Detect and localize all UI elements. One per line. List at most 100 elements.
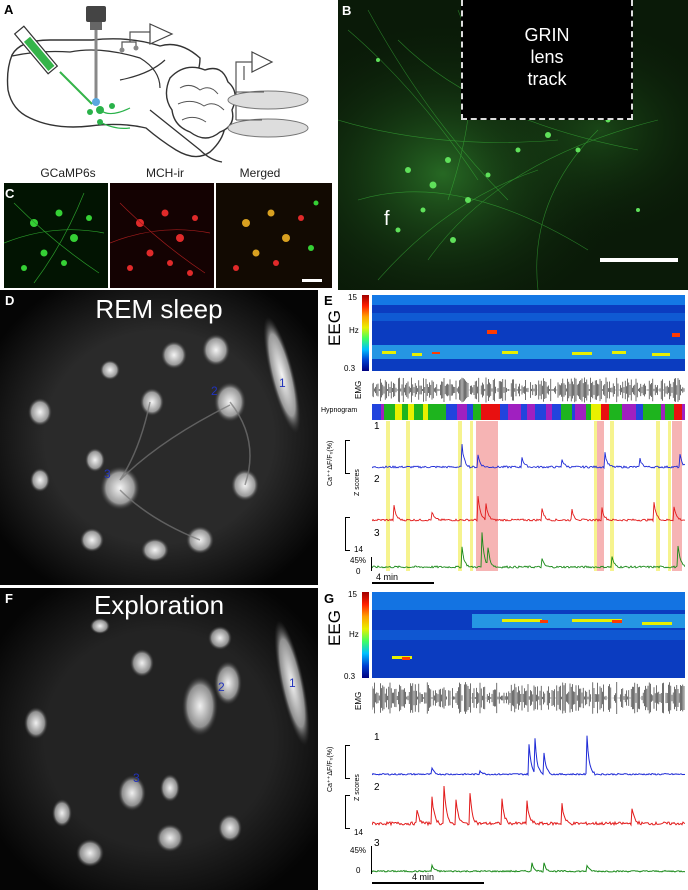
hypnogram-segment: [546, 404, 552, 420]
cell-label-1: 1: [279, 376, 286, 390]
grin-lens-label: GRIN lens track: [524, 25, 570, 89]
tick-14-g: 14: [354, 828, 363, 837]
hypnogram-bar: [372, 404, 685, 420]
panel-label-b: B: [342, 3, 352, 18]
eeg-label-g: EEG: [325, 610, 344, 646]
trace-cell-3-g: [372, 862, 685, 873]
trace-label-1-e: 1: [374, 421, 380, 432]
hypnogram-segment: [434, 404, 443, 420]
calcium-traces-g: [372, 735, 685, 873]
ca-label-container-g: Ca⁺⁺ΔF/F₀(%): [326, 728, 342, 798]
emg-label-g: EMG: [354, 691, 363, 710]
axis-tick-e: [371, 557, 372, 571]
hypnogram-segment: [467, 404, 473, 420]
z-label-container-g: Z scores: [354, 745, 368, 805]
scale-bar-z2-e: [345, 517, 350, 551]
calcium-image-exploration: Exploration 1 2 3: [0, 588, 318, 890]
wake-band: [668, 421, 671, 571]
title-merged: Merged: [239, 166, 281, 180]
hypnogram-segment: [674, 404, 678, 420]
wake-band: [656, 421, 660, 571]
z-label-g: Z scores: [354, 774, 361, 801]
grin-lens-track-region: [461, 0, 633, 120]
wake-band: [458, 421, 462, 571]
hypnogram-segment: [497, 404, 500, 420]
hz-label-g: Hz: [349, 630, 359, 639]
cell-label-1-f: 1: [289, 676, 296, 690]
tick-45-g: 45%: [350, 846, 367, 855]
time-scale-bar-e: [372, 582, 434, 584]
wake-band: [594, 421, 597, 571]
schematic-diagram: [6, 6, 309, 163]
microscope-icon: [86, 6, 106, 106]
hypnogram-segment: [535, 404, 546, 420]
eeg-label-e: EEG: [325, 310, 344, 346]
hypnogram-segment: [591, 404, 601, 420]
z-label-container-e: Z scores: [354, 440, 368, 500]
hypnogram-segment: [492, 404, 497, 420]
hypnogram-segment: [682, 404, 685, 420]
syringe-icon: [13, 25, 93, 105]
hypnogram-segment: [661, 404, 665, 420]
hypnogram-segment: [552, 404, 561, 420]
emg-trace-g: [372, 682, 685, 714]
trace-cell-3: [372, 532, 685, 569]
scale-bar: [600, 258, 678, 262]
title-gcamp6s: GCaMP6s: [40, 166, 96, 180]
tick-0-g: 0: [356, 866, 361, 875]
hypnogram-segment: [612, 404, 622, 420]
hz-max-g: 15: [348, 590, 357, 599]
panel-label-c: C: [5, 186, 15, 201]
spectrogram-g: [372, 592, 685, 678]
hz-min-e: 0.3: [344, 364, 356, 373]
scale-bar-z-g: [345, 745, 350, 779]
hypnogram-segment: [395, 404, 402, 420]
hypnogram-segment: [643, 404, 652, 420]
colorbar-e: [362, 295, 369, 371]
hypnogram-segment: [428, 404, 434, 420]
hypnogram-segment: [626, 404, 636, 420]
cell-label-2-f: 2: [218, 680, 225, 694]
trace-cell-1: [372, 444, 685, 470]
eeg-electrode-icon: [119, 23, 174, 53]
emg-label-container-g: EMG: [352, 682, 368, 712]
trace-cell-2-g: [372, 785, 685, 827]
hypnogram-segment: [575, 404, 586, 420]
trace-cell-1-g: [372, 735, 685, 777]
hypnogram-segment: [414, 404, 419, 420]
hypnogram-segment: [500, 404, 508, 420]
calcium-traces-e: [372, 421, 685, 571]
spectrogram-e: [372, 295, 685, 371]
trace-label-2-e: 2: [374, 474, 380, 485]
scale-bar-c: [302, 279, 322, 282]
hz-max-e: 15: [348, 293, 357, 302]
hypnogram-segment: [572, 404, 575, 420]
wake-band: [386, 421, 390, 571]
image-merged: [216, 183, 332, 288]
trace-cell-2: [372, 496, 685, 523]
hypnogram-segment: [381, 404, 384, 420]
tick-45-e: 45%: [350, 556, 367, 565]
hypnogram-segment: [457, 404, 467, 420]
hypnogram-segment: [446, 404, 449, 420]
cell-label-3-f: 3: [133, 771, 140, 785]
hypnogram-segment: [665, 404, 674, 420]
hypnogram-segment: [622, 404, 626, 420]
time-scale-label-e: 4 min: [376, 572, 399, 582]
hypnogram-segment: [372, 404, 381, 420]
hz-label-e: Hz: [349, 326, 359, 335]
ca-label-container-e: Ca⁺⁺ΔF/F₀(%): [326, 422, 342, 492]
hypnogram-segment: [449, 404, 454, 420]
emg-label-e: EMG: [354, 380, 363, 399]
panel-label-a: A: [4, 2, 14, 17]
trace-label-2-g: 2: [374, 782, 380, 793]
image-mch-ir: [110, 183, 214, 288]
hypnogram-segment: [419, 404, 423, 420]
title-exploration: Exploration: [93, 590, 225, 620]
hypnogram-segment: [443, 404, 446, 420]
hypnogram-segment: [521, 404, 527, 420]
wake-band: [610, 421, 614, 571]
z-label-e: Z scores: [354, 469, 361, 496]
hypnogram-segment: [512, 404, 521, 420]
